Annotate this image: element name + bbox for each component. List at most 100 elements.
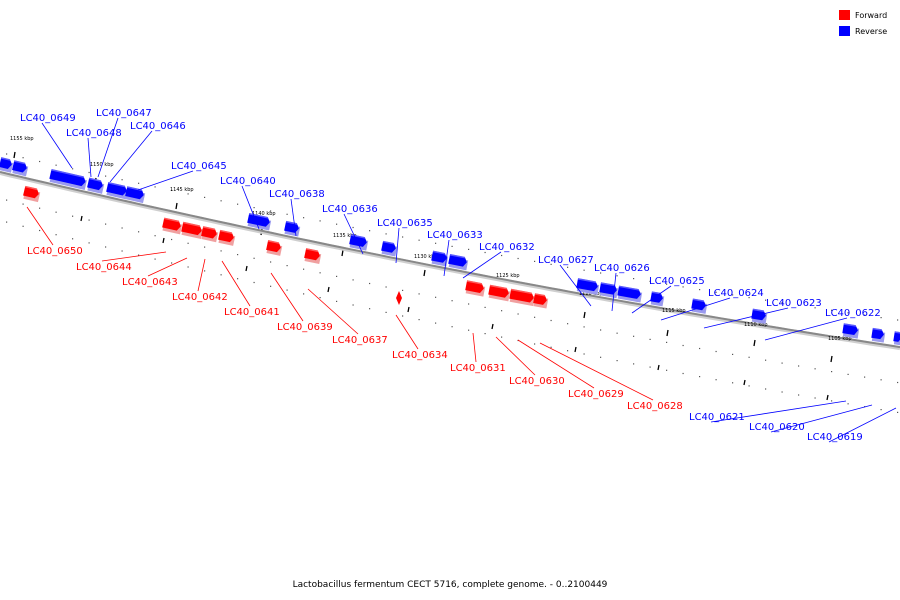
ruler-dot [798, 304, 800, 306]
ruler-dot [352, 279, 354, 281]
ruler-dot [303, 268, 305, 270]
ruler-dot [369, 230, 371, 232]
ruler-dot [6, 153, 8, 155]
ruler-dot [22, 157, 24, 159]
ruler-dot [814, 368, 816, 370]
ruler-dot [72, 168, 74, 170]
gene-label-reverse: LC40_0638 [269, 189, 325, 200]
legend-reverse-label: Reverse [855, 27, 887, 36]
ruler-dot [138, 254, 140, 256]
forward-gene [304, 248, 322, 265]
ruler-dot [633, 363, 635, 365]
leader-line [611, 272, 617, 312]
leader-line [828, 407, 897, 443]
reverse-gene [871, 327, 886, 343]
reverse-gene [247, 213, 272, 231]
minor-tick [327, 286, 330, 293]
reverse-gene [691, 298, 708, 314]
minor-tick [826, 394, 829, 401]
ruler-dot [517, 313, 519, 315]
ruler-dot [385, 311, 387, 313]
ruler-dot [732, 353, 734, 355]
minor-tick [574, 346, 577, 353]
gene-label-reverse: LC40_0620 [749, 422, 805, 433]
ruler-dot [501, 254, 503, 257]
ruler-dot [550, 263, 552, 265]
leader-line [539, 342, 654, 401]
ruler-dot [897, 411, 899, 413]
tick-marks [6, 151, 899, 413]
legend: Forward Reverse [839, 10, 887, 36]
gene-features [0, 157, 900, 346]
major-tick [753, 339, 756, 347]
ruler-dot [237, 254, 239, 256]
ruler-dot [418, 239, 420, 241]
ruler-dot [468, 329, 470, 331]
ruler-dot [864, 314, 866, 316]
ruler-dot [105, 175, 107, 177]
gene-label-reverse: LC40_0635 [377, 218, 433, 229]
kbp-tick-label: 1120 kbp [579, 291, 603, 297]
ruler-dot [336, 300, 338, 302]
ruler-dot [418, 319, 420, 321]
ruler-dot [72, 238, 74, 240]
ruler-dot [55, 234, 57, 236]
ruler-dot [682, 372, 684, 375]
forward-gene [509, 288, 536, 307]
gene-label-forward: LC40_0629 [568, 389, 624, 400]
ruler-dot [204, 246, 206, 248]
ruler-dot [831, 371, 833, 373]
kbp-tick-label: 1130 kbp [414, 254, 438, 260]
leader-line [26, 206, 54, 246]
ruler-dot [649, 366, 651, 368]
ruler-dot [715, 379, 717, 381]
ruler-dot [286, 213, 288, 215]
ruler-dot [484, 333, 486, 335]
ruler-dot [204, 270, 206, 272]
leader-line [101, 251, 167, 262]
leader-line [197, 258, 206, 292]
ruler-dot [600, 272, 602, 274]
ruler-dot [402, 289, 404, 291]
ruler-dot [22, 203, 24, 205]
ruler-dot [649, 338, 651, 340]
ruler-dot [402, 236, 404, 238]
kbp-tick-label: 1135 kbp [333, 233, 357, 239]
gene-label-reverse: LC40_0621 [689, 412, 745, 423]
ruler-dot [154, 258, 156, 260]
forward-gene [181, 221, 204, 239]
ruler-dot [270, 261, 272, 263]
major-tick [666, 329, 669, 337]
gene-label-reverse: LC40_0627 [538, 255, 594, 266]
ruler-dot [649, 280, 651, 282]
leader-line [395, 227, 400, 264]
major-tick [583, 311, 586, 319]
gene-label-forward: LC40_0650 [27, 246, 83, 257]
ruler-dot [616, 332, 618, 334]
ruler-dot [468, 303, 470, 305]
minor-tick [657, 364, 660, 371]
gene-label-forward: LC40_0631 [450, 363, 506, 374]
kbp-tick-label: 1145 kbp [170, 187, 194, 193]
ruler-dot [336, 275, 338, 277]
leader-line [290, 198, 297, 237]
major-tick [830, 355, 833, 363]
reverse-gene [431, 250, 449, 267]
reverse-gene [12, 160, 29, 177]
leader-line [559, 264, 592, 307]
ruler-dot [435, 242, 437, 244]
ruler-dot [138, 182, 140, 184]
ruler-dot [633, 278, 635, 280]
gene-label-reverse: LC40_0623 [766, 298, 822, 309]
ruler-dot [847, 312, 849, 314]
ruler-dot [666, 369, 668, 371]
ruler-dot [418, 293, 420, 295]
ruler-dot [303, 217, 305, 219]
forward-gene-small [396, 291, 402, 305]
ruler-dot [616, 360, 618, 362]
gene-label-forward: LC40_0628 [627, 401, 683, 412]
leader-line [517, 339, 595, 389]
leader-line [443, 239, 450, 277]
major-tick [13, 151, 16, 159]
ruler-dot [748, 297, 750, 299]
